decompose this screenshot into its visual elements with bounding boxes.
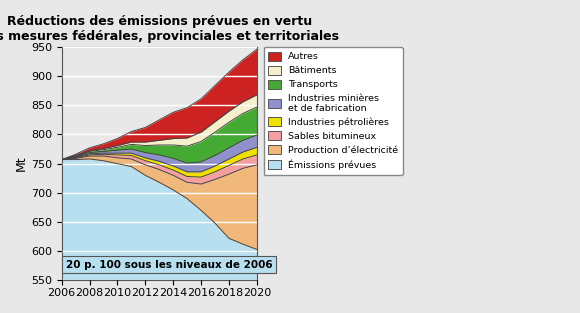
Title: Réductions des émissions prévues en vertu
des mesures fédérales, provinciales et: Réductions des émissions prévues en vert… xyxy=(0,15,339,43)
Y-axis label: Mt: Mt xyxy=(15,156,28,172)
Text: 20 p. 100 sous les niveaux de 2006: 20 p. 100 sous les niveaux de 2006 xyxy=(66,259,273,269)
Legend: Autres, Bâtiments, Transports, Industries minières
et de fabrication, Industries: Autres, Bâtiments, Transports, Industrie… xyxy=(263,47,403,175)
